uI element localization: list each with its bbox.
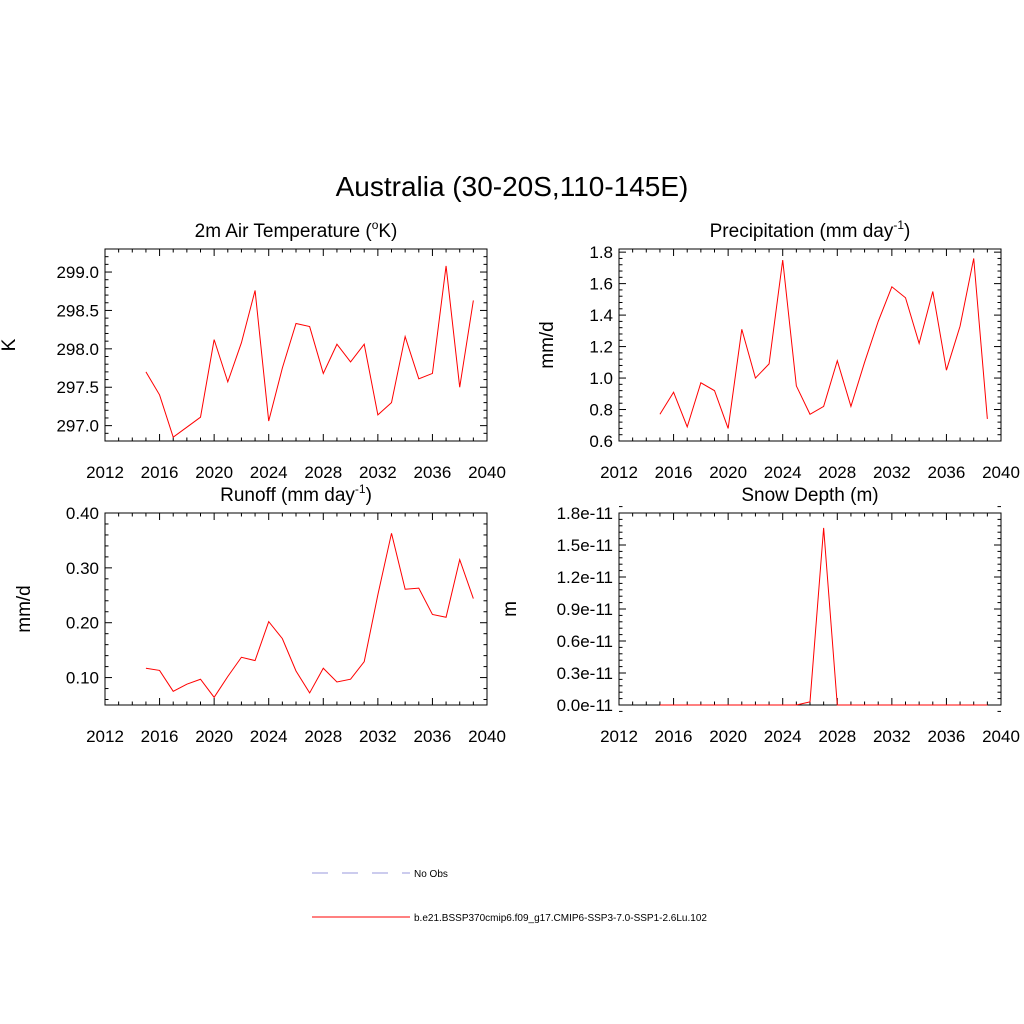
- y-tick-label: 1.0: [589, 369, 613, 388]
- panel-title: Precipitation (mm day-1): [710, 218, 911, 242]
- y-axis-label: K: [0, 338, 20, 351]
- y-tick-label: 1.8: [589, 243, 613, 262]
- panel-title-main: Precipitation (mm day: [710, 221, 894, 242]
- x-tick-label: 2024: [250, 727, 288, 746]
- panel-1: 2012 2016 2020 2024 2028 2032 2036 2040 297.0 297…: [0, 218, 506, 482]
- x-tick-label: 2020: [709, 463, 747, 482]
- x-tick-label: 2032: [873, 727, 911, 746]
- y-tick-label: 0.0e-11: [557, 696, 613, 715]
- y-tick-label: 1.8e-11: [557, 504, 613, 523]
- legend-label-1: No Obs: [414, 869, 448, 880]
- y-tick-label: 0.8: [589, 401, 613, 420]
- x-tick-label: 2040: [468, 463, 506, 482]
- x-tick-label: 2028: [818, 727, 856, 746]
- y-tick-label: 297.5: [56, 378, 99, 397]
- y-axis-label: mm/d: [14, 585, 35, 633]
- y-tick-label: 0.6: [589, 432, 613, 451]
- plot-frame: [104, 248, 488, 442]
- y-tick-label: 0.40: [66, 504, 99, 523]
- x-tick-label: 2028: [304, 727, 342, 746]
- x-tick-label: 2036: [414, 727, 452, 746]
- y-tick-label: 1.2: [589, 338, 613, 357]
- panel-2: 2012 2016 2020 2024 2028 2032 2036 2040 0.6 0.8 1.…: [537, 218, 1020, 482]
- series-line-1: [145, 265, 474, 438]
- x-tick-label: 2036: [414, 463, 452, 482]
- x-tick-label: 2036: [928, 727, 966, 746]
- y-tick-label: 1.2e-11: [557, 568, 613, 587]
- y-tick-label: 299.0: [56, 263, 99, 282]
- panel-3: 2012 2016 2020 2024 2028 2032 2036 2040 0.10 0.20…: [14, 482, 506, 746]
- x-tick-label: 2020: [195, 727, 233, 746]
- panel-title-end: ): [904, 221, 910, 242]
- x-tick-label: 2012: [86, 727, 124, 746]
- panel-title-end: ): [366, 485, 372, 506]
- y-tick-label: 0.3e-11: [557, 664, 613, 683]
- series-line-1: [659, 527, 988, 706]
- y-tick-label: 0.30: [66, 559, 99, 578]
- y-tick-label: 298.5: [56, 301, 99, 320]
- y-tick-label: 0.10: [66, 669, 99, 688]
- y-axis-label: mm/d: [537, 321, 558, 369]
- panel-title-main: Runoff (mm day: [220, 485, 355, 506]
- y-tick-label: 1.4: [589, 306, 613, 325]
- series-line-1: [145, 533, 474, 699]
- legend-label-2: b.e21.BSSP370cmip6.f09_g17.CMIP6-SSP3-7.…: [414, 913, 707, 924]
- x-tick-label: 2040: [982, 727, 1020, 746]
- panel-title: Runoff (mm day-1): [220, 482, 372, 506]
- x-tick-label: 2020: [709, 727, 747, 746]
- y-axis-label: m: [500, 601, 521, 617]
- panel-title-superscript: -1: [893, 218, 904, 232]
- y-tick-label: 1.6: [589, 275, 613, 294]
- x-tick-label: 2024: [764, 463, 802, 482]
- x-tick-label: 2032: [359, 727, 397, 746]
- y-tick-label: 298.0: [56, 340, 99, 359]
- x-tick-label: 2028: [818, 463, 856, 482]
- panel-title: 2m Air Temperature (oK): [195, 218, 398, 242]
- x-tick-label: 2016: [655, 727, 693, 746]
- x-tick-label: 2024: [764, 727, 802, 746]
- legend: No Obs b.e21.BSSP370cmip6.f09_g17.CMIP6-S…: [312, 869, 707, 924]
- x-tick-label: 2016: [141, 463, 179, 482]
- x-tick-label: 2012: [600, 727, 638, 746]
- x-tick-label: 2028: [304, 463, 342, 482]
- panel-title: Snow Depth (m): [741, 485, 878, 506]
- y-tick-label: 1.5e-11: [557, 536, 613, 555]
- x-tick-label: 2032: [873, 463, 911, 482]
- plot-frame: [618, 248, 1002, 442]
- panel-title-end: K): [378, 221, 397, 242]
- x-tick-label: 2012: [600, 463, 638, 482]
- x-tick-label: 2032: [359, 463, 397, 482]
- x-tick-label: 2024: [250, 463, 288, 482]
- series-line-1: [659, 258, 988, 429]
- panel-title-superscript: o: [372, 218, 379, 232]
- panel-4: 2012 2016 2020 2024 2028 2032 2036 2040 0.0e-11 0…: [500, 485, 1020, 746]
- x-tick-label: 2016: [141, 727, 179, 746]
- y-tick-label: 0.9e-11: [557, 600, 613, 619]
- x-tick-label: 2040: [982, 463, 1020, 482]
- panel-title-superscript: -1: [355, 482, 366, 496]
- y-tick-label: 297.0: [56, 417, 99, 436]
- panels: 2012 2016 2020 2024 2028 2032 2036 2040 297.0 297…: [0, 218, 1020, 746]
- y-tick-label: 0.20: [66, 614, 99, 633]
- plot-frame: [618, 512, 1002, 706]
- panel-title-main: Snow Depth (m): [741, 485, 878, 506]
- x-tick-label: 2020: [195, 463, 233, 482]
- figure-title: Australia (30-20S,110-145E): [336, 171, 689, 202]
- panel-title-main: 2m Air Temperature (: [195, 221, 373, 242]
- x-tick-label: 2040: [468, 727, 506, 746]
- x-tick-label: 2016: [655, 463, 693, 482]
- x-tick-label: 2012: [86, 463, 124, 482]
- y-tick-label: 0.6e-11: [557, 632, 613, 651]
- x-tick-label: 2036: [928, 463, 966, 482]
